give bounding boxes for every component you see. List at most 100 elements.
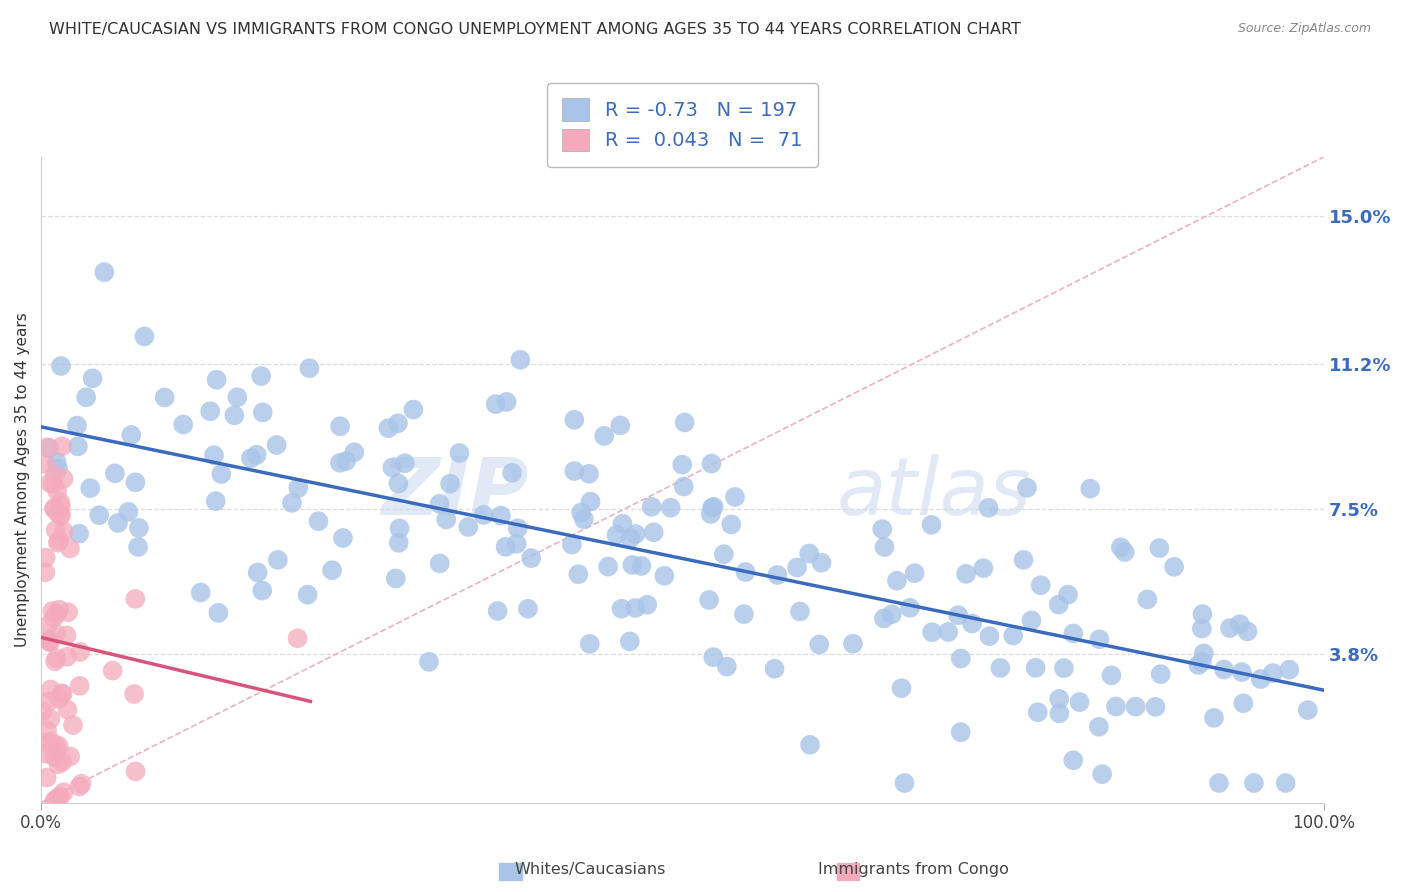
Point <box>59 749 82 764</box>
Point <box>48 533 70 548</box>
Point <box>38 633 60 648</box>
Point <box>472 508 495 522</box>
Point <box>955 566 977 581</box>
Point <box>224 409 246 423</box>
Point <box>1296 703 1319 717</box>
Point <box>418 655 440 669</box>
Point <box>486 604 509 618</box>
Point <box>32 735 55 749</box>
Text: WHITE/CAUCASIAN VS IMMIGRANTS FROM CONGO UNEMPLOYMENT AMONG AGES 35 TO 44 YEARS : WHITE/CAUCASIAN VS IMMIGRANTS FROM CONGO… <box>49 22 1021 37</box>
Point <box>39 682 62 697</box>
Point <box>1191 655 1213 669</box>
Point <box>384 571 406 585</box>
Point <box>610 601 633 615</box>
Point <box>654 569 676 583</box>
Point <box>38 633 60 648</box>
Point <box>1230 665 1253 679</box>
Point <box>873 540 896 554</box>
Point <box>69 645 91 659</box>
Point <box>117 505 139 519</box>
Point <box>250 369 273 384</box>
Point <box>733 607 755 621</box>
Point <box>562 413 585 427</box>
Point <box>124 591 146 606</box>
Point <box>402 402 425 417</box>
Point <box>979 629 1001 643</box>
Point <box>799 738 821 752</box>
Point <box>636 598 658 612</box>
Point <box>49 789 72 804</box>
Point <box>69 780 91 794</box>
Point <box>619 634 641 648</box>
Point <box>34 566 56 580</box>
Point <box>46 461 69 475</box>
Point <box>1261 666 1284 681</box>
Point <box>287 481 309 495</box>
Legend: R = -0.73   N = 197, R =  0.043   N =  71: R = -0.73 N = 197, R = 0.043 N = 71 <box>547 83 818 167</box>
Point <box>200 404 222 418</box>
Point <box>671 458 693 472</box>
Point <box>34 550 56 565</box>
Point <box>1026 705 1049 719</box>
Point <box>1047 598 1070 612</box>
Point <box>69 679 91 693</box>
Point <box>394 456 416 470</box>
Point <box>1088 632 1111 647</box>
Point <box>700 457 723 471</box>
Point <box>266 438 288 452</box>
Point <box>37 618 59 632</box>
Point <box>1192 646 1215 660</box>
Point <box>1099 668 1122 682</box>
Point <box>207 606 229 620</box>
Point <box>763 662 786 676</box>
Point <box>44 500 66 515</box>
Point <box>1274 776 1296 790</box>
Point <box>377 421 399 435</box>
Point <box>429 557 451 571</box>
Point <box>124 764 146 779</box>
Point <box>1012 553 1035 567</box>
Point <box>52 687 75 701</box>
Point <box>107 516 129 530</box>
Point <box>578 637 600 651</box>
Point <box>624 601 647 615</box>
Point <box>66 418 89 433</box>
Point <box>297 588 319 602</box>
Point <box>1114 545 1136 559</box>
Point <box>35 771 58 785</box>
Point <box>619 531 641 545</box>
Point <box>329 419 352 434</box>
Point <box>75 390 97 404</box>
Point <box>562 464 585 478</box>
Point <box>1243 776 1265 790</box>
Point <box>246 566 269 580</box>
Point <box>134 329 156 343</box>
Point <box>1062 753 1084 767</box>
Point <box>786 560 808 574</box>
Point <box>124 475 146 490</box>
Point <box>48 790 70 805</box>
Point <box>39 734 62 748</box>
Point <box>920 517 942 532</box>
Point <box>44 468 66 483</box>
Point <box>1109 541 1132 555</box>
Point <box>495 395 517 409</box>
Point <box>960 616 983 631</box>
Point <box>485 397 508 411</box>
Point <box>46 505 69 519</box>
Point <box>101 664 124 678</box>
Point <box>890 681 912 695</box>
Point <box>700 507 723 521</box>
Point <box>789 605 811 619</box>
Point <box>1213 663 1236 677</box>
Point <box>35 723 58 738</box>
Point <box>82 371 104 385</box>
Point <box>429 497 451 511</box>
Point <box>949 725 972 739</box>
Point <box>1025 661 1047 675</box>
Point <box>51 686 73 700</box>
Point <box>387 416 409 430</box>
Point <box>1078 482 1101 496</box>
Point <box>388 536 411 550</box>
Point <box>45 626 67 640</box>
